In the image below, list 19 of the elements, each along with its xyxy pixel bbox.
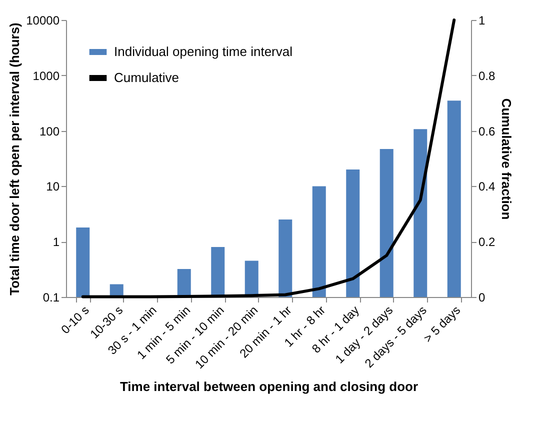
y-tick-label: 1 <box>52 235 60 250</box>
legend-label: Cumulative <box>114 70 180 85</box>
y2-tick-label: 0 <box>478 290 486 304</box>
legend-label: Individual opening time interval <box>114 44 293 59</box>
y-tick-label: 100 <box>39 124 60 138</box>
y-axis-title: Total time door left open per interval (hours) <box>7 22 22 296</box>
y2-tick-label: 0.2 <box>478 235 496 250</box>
y2-tick-label: 0.4 <box>478 180 496 194</box>
y2-tick-label: 0.8 <box>478 68 496 83</box>
line-series <box>81 18 456 298</box>
y2-tick-label: 0.6 <box>478 124 496 138</box>
y-tick-label: 0.1 <box>42 290 60 304</box>
y2-axis-title: Cumulative fraction <box>499 98 514 220</box>
y-tick-label: 10 <box>46 180 60 194</box>
x-tick-label: 0-10 s <box>58 303 92 337</box>
y2-tick-label: 1 <box>478 14 486 28</box>
y-tick-label: 10000 <box>26 14 60 28</box>
y-tick-label: 1000 <box>32 68 60 83</box>
x-axis-title: Time interval between opening and closing door <box>120 378 418 394</box>
